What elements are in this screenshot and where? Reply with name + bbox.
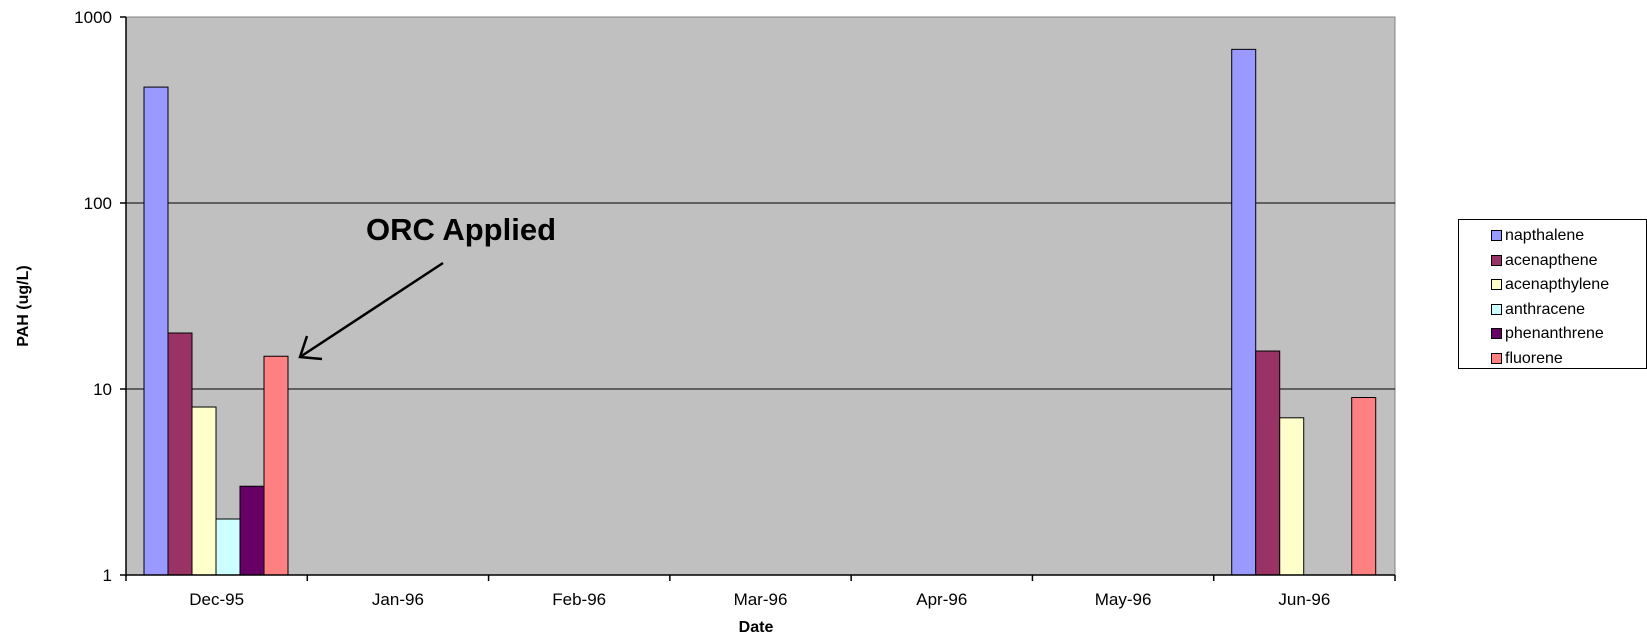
y-tick-label: 1000 — [74, 8, 112, 27]
bar-acenapthene-Jun-96 — [1255, 350, 1281, 576]
bar-napthalene-Jun-96 — [1231, 48, 1257, 576]
bar-acenapthene-Dec-95 — [167, 332, 193, 576]
legend-swatch — [1491, 279, 1502, 290]
legend-label: acenapthylene — [1505, 276, 1610, 294]
bar-fluorene-Jun-96 — [1351, 397, 1377, 576]
x-tick-label: Mar-96 — [734, 590, 788, 609]
x-tick-label: Jun-96 — [1278, 590, 1330, 609]
annotation-arrow-head — [298, 335, 323, 361]
bar-fluorene-Dec-95 — [263, 355, 289, 576]
bar-phenanthrene-Dec-95 — [239, 485, 265, 576]
legend-swatch — [1491, 303, 1502, 315]
bars — [143, 48, 1377, 576]
bar-napthalene-Dec-95 — [143, 86, 169, 576]
gridlines — [126, 202, 1395, 390]
legend-label: phenanthrene — [1505, 325, 1604, 343]
x-tick-labels: Dec-95 Jan-96 Feb-96 Mar-96 Apr-96 May-96 Jun-… — [189, 590, 1330, 609]
legend-item-acenapthene: acenapthene — [1459, 249, 1646, 274]
plot-area — [125, 16, 1396, 576]
axes — [120, 16, 1396, 581]
y-tick-label: 10 — [93, 380, 112, 399]
x-tick-label: Apr-96 — [916, 590, 967, 609]
legend-label: anthracene — [1505, 300, 1586, 318]
annotation: ORC Applied — [298, 212, 556, 361]
x-tick-label: Feb-96 — [552, 590, 606, 609]
legend-label: acenapthene — [1505, 251, 1598, 269]
x-tick-label: May-96 — [1095, 590, 1152, 609]
x-tick-label: Dec-95 — [189, 590, 244, 609]
y-tick-label: 100 — [84, 194, 112, 213]
legend: napthalene acenapthene acenapthylene anthra… — [1458, 219, 1647, 369]
legend-label: fluorene — [1505, 349, 1563, 367]
bar-anthracene-Dec-95 — [215, 518, 241, 576]
legend-item-acenapthylene: acenapthylene — [1459, 273, 1646, 298]
x-tick-label: Jan-96 — [372, 590, 424, 609]
legend-item-fluorene: fluorene — [1459, 347, 1646, 372]
legend-swatch — [1491, 328, 1502, 339]
y-tick-labels: 1 10 100 1000 — [74, 8, 112, 585]
bar-acenapthylene-Jun-96 — [1279, 417, 1305, 576]
legend-item-phenanthrene: phenanthrene — [1459, 322, 1646, 347]
legend-item-anthracene: anthracene — [1459, 298, 1646, 323]
bar-acenapthylene-Dec-95 — [191, 406, 217, 576]
legend-swatch — [1491, 352, 1502, 364]
y-axis-title: PAH (ug/L) — [15, 265, 32, 346]
legend-label: napthalene — [1505, 227, 1585, 245]
x-axis-title: Date — [739, 619, 774, 636]
y-tick-label: 1 — [103, 566, 112, 585]
legend-swatch — [1491, 254, 1502, 266]
annotation-arrow-shaft — [299, 261, 444, 359]
legend-swatch — [1491, 230, 1502, 241]
annotation-text: ORC Applied — [366, 212, 556, 247]
legend-item-napthalene: napthalene — [1459, 224, 1646, 249]
